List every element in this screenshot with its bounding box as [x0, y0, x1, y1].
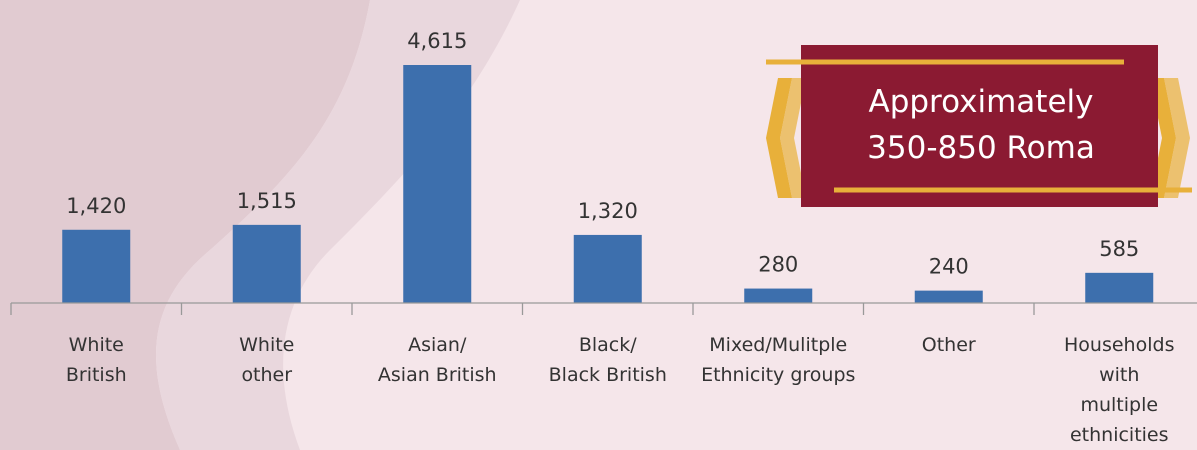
- category-label: Households: [1064, 334, 1174, 356]
- bar: [403, 65, 472, 303]
- category-label: Black/: [579, 334, 637, 356]
- bar: [232, 224, 301, 303]
- data-label: 1,515: [237, 189, 297, 213]
- bar: [914, 290, 983, 303]
- category-label: Black British: [549, 364, 667, 386]
- category-labels-group: White British White other Asian/Asian Britis…: [66, 334, 1175, 446]
- category-label: multiple: [1080, 394, 1158, 416]
- bar: [573, 234, 642, 303]
- callout-line-2: 350-850 Roma: [867, 130, 1095, 166]
- bar: [1085, 272, 1154, 303]
- data-label: 4,615: [407, 29, 467, 53]
- bar: [62, 229, 131, 303]
- category-label: Asian British: [378, 364, 497, 386]
- category-label: Ethnicity groups: [701, 364, 855, 386]
- data-label: 280: [758, 253, 798, 277]
- bar: [744, 288, 813, 303]
- category-label: with: [1099, 364, 1139, 386]
- category-label: White: [239, 334, 294, 356]
- roma-callout: Approximately 350-850 Roma: [766, 45, 1192, 207]
- data-label: 240: [929, 255, 969, 279]
- data-label: 1,320: [578, 199, 638, 223]
- category-label: ethnicities: [1070, 424, 1169, 446]
- watermark-shape: [0, 0, 370, 450]
- category-label: other: [241, 364, 292, 386]
- category-label: White: [69, 334, 124, 356]
- callout-left-chevron-inner: [780, 78, 806, 198]
- category-label: Asian/: [408, 334, 467, 356]
- callout-right-chevron-inner: [1164, 78, 1190, 198]
- category-label: Mixed/Mulitple: [709, 334, 847, 356]
- data-label: 585: [1099, 237, 1139, 261]
- callout-line-1: Approximately: [869, 84, 1094, 120]
- category-label: Other: [922, 334, 976, 356]
- data-label: 1,420: [66, 194, 126, 218]
- bars-group: [62, 65, 1154, 303]
- callout-left-chevron: [766, 78, 792, 198]
- category-label: British: [66, 364, 127, 386]
- value-labels-group: 1,420 1,515 4,615 1,320 280 240 585: [66, 29, 1139, 279]
- callout-box: [801, 45, 1158, 207]
- x-axis-ticks: [10, 303, 1035, 315]
